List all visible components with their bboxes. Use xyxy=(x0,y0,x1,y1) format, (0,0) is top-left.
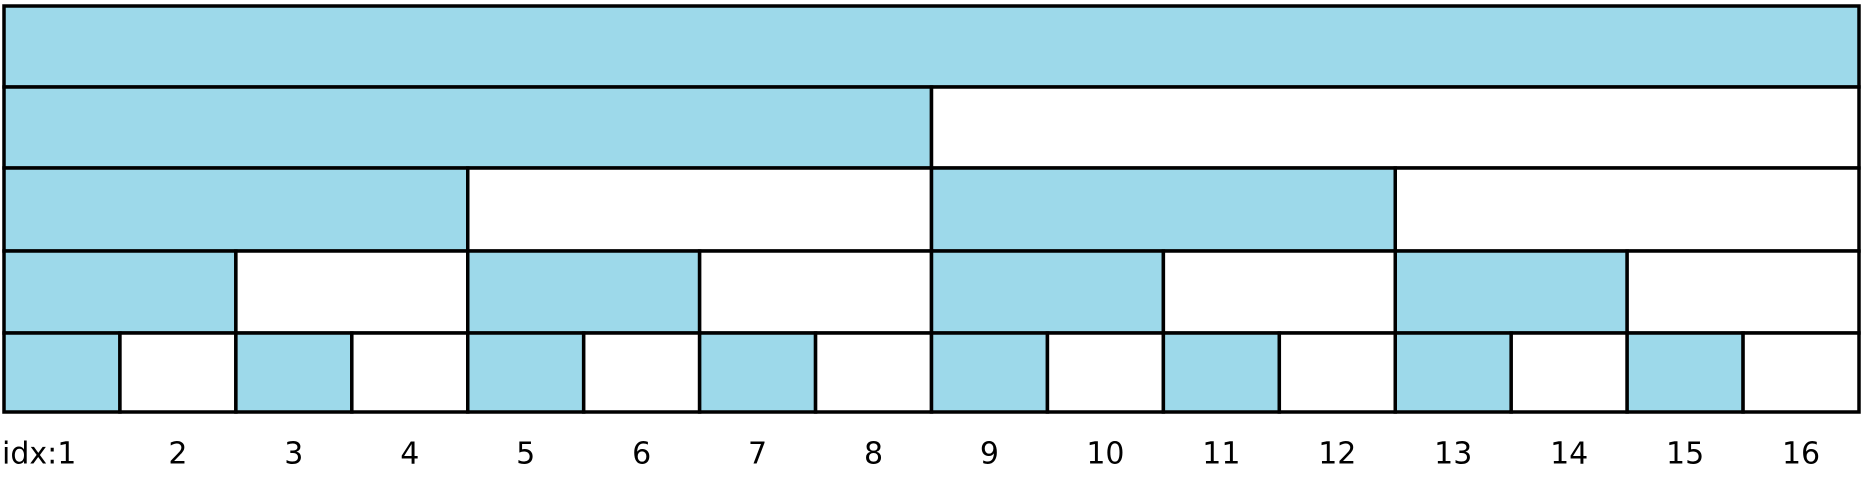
tree-cell xyxy=(697,249,934,335)
tree-cell xyxy=(2,249,238,335)
tree-cell xyxy=(1393,249,1629,335)
tree-cell xyxy=(929,249,1166,335)
index-label: 3 xyxy=(284,437,303,472)
tree-cell xyxy=(118,331,238,414)
tree-cell xyxy=(1277,331,1397,414)
tree-cell xyxy=(1625,331,1745,414)
tree-cell xyxy=(1393,331,1513,414)
index-label: 14 xyxy=(1550,437,1588,472)
tree-cell xyxy=(581,331,702,414)
tree-cell xyxy=(466,249,702,335)
index-label: 12 xyxy=(1318,437,1356,472)
index-label: 9 xyxy=(980,437,999,472)
tree-cell xyxy=(1509,331,1629,414)
index-label: 13 xyxy=(1434,437,1472,472)
tree-cell xyxy=(1161,249,1397,335)
index-label: idx:1 xyxy=(2,437,76,472)
tree-cell xyxy=(234,331,354,414)
tree-cell xyxy=(234,249,470,335)
index-label: 2 xyxy=(168,437,187,472)
tree-cell xyxy=(929,85,1861,170)
index-label: 5 xyxy=(516,437,535,472)
index-label: 10 xyxy=(1086,437,1124,472)
tree-cell xyxy=(2,331,122,414)
tree-cell xyxy=(1393,166,1861,253)
index-label: 4 xyxy=(400,437,419,472)
tree-cell xyxy=(1045,331,1166,414)
tree-cell xyxy=(1625,249,1861,335)
index-label: 15 xyxy=(1666,437,1704,472)
index-label: 16 xyxy=(1782,437,1820,472)
tree-cell xyxy=(1161,331,1282,414)
tree-cell xyxy=(466,166,934,253)
tree-cell xyxy=(813,331,934,414)
tree-cell xyxy=(2,166,470,253)
tree-cell xyxy=(2,4,1861,89)
tree-cell xyxy=(929,166,1397,253)
tree-cell xyxy=(697,331,818,414)
index-label: 7 xyxy=(748,437,767,472)
tree-cell xyxy=(466,331,586,414)
tree-cell xyxy=(2,85,934,170)
tree-cell xyxy=(350,331,470,414)
tree-cell xyxy=(929,331,1050,414)
index-label: 11 xyxy=(1202,437,1240,472)
index-label: 8 xyxy=(864,437,883,472)
tree-cell xyxy=(1741,331,1861,414)
index-label: 6 xyxy=(632,437,651,472)
